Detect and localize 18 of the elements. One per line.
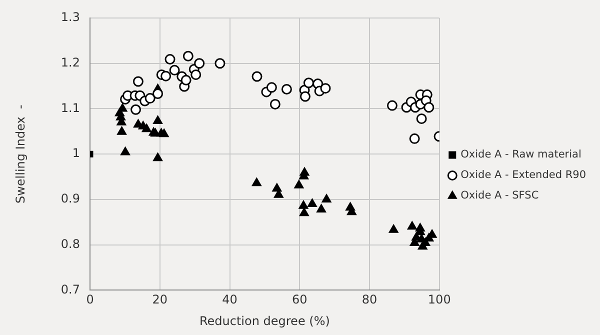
y-tick-label: 1.2 xyxy=(60,55,80,70)
legend-label: Oxide A - Raw material xyxy=(460,148,582,161)
y-tick-label: 1.3 xyxy=(60,10,80,24)
x-tick-label: 40 xyxy=(222,292,238,307)
y-tick-label: 0.9 xyxy=(60,192,80,206)
legend-label: Oxide A - Extended R90 xyxy=(460,169,586,182)
x-tick-label: 20 xyxy=(152,292,168,307)
y-tick-label: 1 xyxy=(72,146,80,160)
x-axis-title: Reduction degree (%) xyxy=(199,314,330,328)
x-tick-label: 60 xyxy=(292,292,308,307)
y-tick-label: 1.1 xyxy=(60,100,80,115)
y-axis-title: Swelling Index - xyxy=(13,104,28,204)
x-tick-label: 100 xyxy=(428,292,451,307)
legend-label: Oxide A - SFSC xyxy=(460,190,539,202)
x-tick-label: 80 xyxy=(362,292,378,307)
y-tick-label: 0.8 xyxy=(60,236,80,251)
x-tick-label: 0 xyxy=(86,292,94,307)
y-tick-label: 0.7 xyxy=(60,282,80,296)
